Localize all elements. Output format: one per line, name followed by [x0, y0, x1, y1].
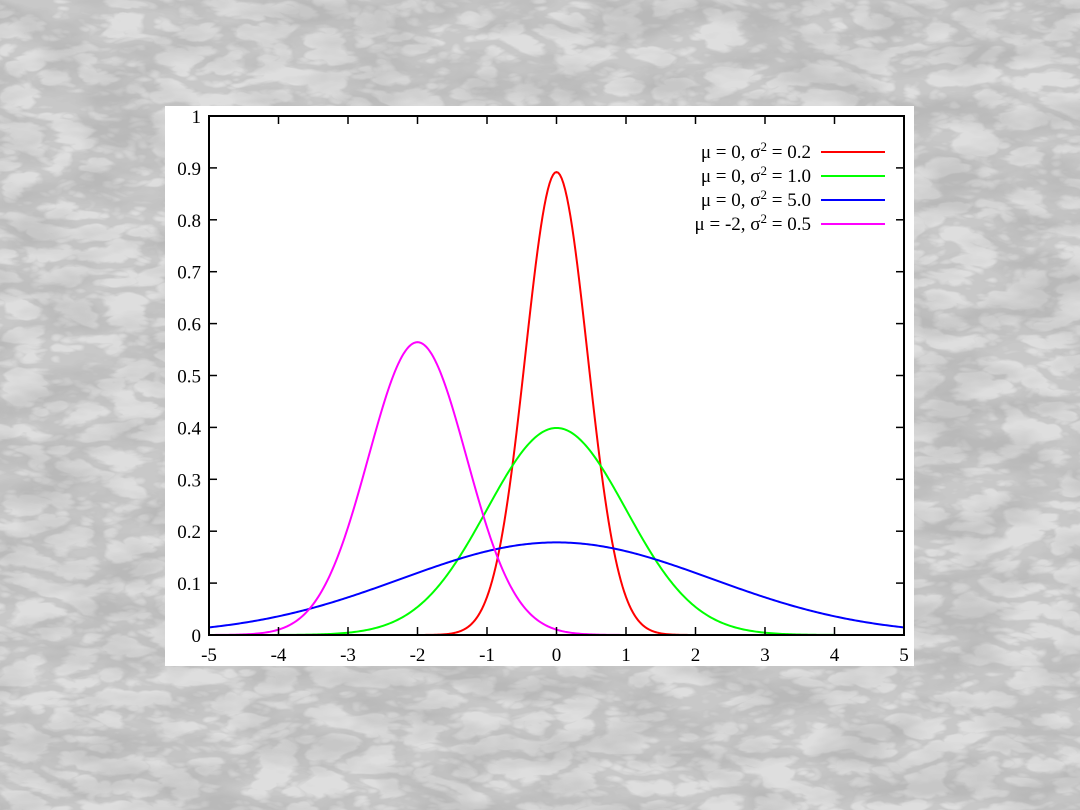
series-line-0 [209, 170, 904, 636]
series-layer [208, 170, 905, 636]
x-tick-label: 5 [899, 645, 909, 666]
legend-label-1: μ = 0, σ2 = 1.0 [701, 163, 811, 187]
ticks-layer: -5 -4 -3 -2 -1 0 1 2 3 4 5 0 0.1 0.2 0.3 0.4 0.5 0.6 0.7 0.… [177, 107, 909, 666]
x-tick-label: 1 [621, 645, 631, 666]
y-tick-label: 0.4 [177, 418, 201, 439]
y-tick-label: 0.5 [177, 367, 201, 388]
legend-label-2: μ = 0, σ2 = 5.0 [701, 187, 811, 211]
x-tick-label: 4 [830, 645, 840, 666]
x-tick-label: 3 [760, 645, 770, 666]
y-tick-label: 0.6 [177, 315, 201, 336]
y-tick-label: 0.3 [177, 470, 201, 491]
series-line-3 [209, 341, 904, 636]
x-tick-label: 2 [691, 645, 701, 666]
chart-panel: -5 -4 -3 -2 -1 0 1 2 3 4 5 0 0.1 0.2 0.3 0.4 0.5 0.6 0.7 0.… [165, 106, 914, 666]
y-tick-label: 0.1 [177, 574, 201, 595]
y-tick-label: 0 [192, 626, 202, 647]
y-tick-label: 0.7 [177, 263, 201, 284]
x-tick-label: -3 [340, 645, 356, 666]
x-tick-label: -1 [479, 645, 495, 666]
x-tick-label: -5 [201, 645, 217, 666]
legend: μ = 0, σ2 = 0.2μ = 0, σ2 = 1.0μ = 0, σ2 … [695, 139, 885, 235]
x-tick-label: -4 [271, 645, 287, 666]
legend-label-3: μ = -2, σ2 = 0.5 [695, 211, 811, 235]
y-tick-label: 0.2 [177, 522, 201, 543]
legend-label-0: μ = 0, σ2 = 0.2 [701, 139, 811, 163]
normal-distribution-chart: -5 -4 -3 -2 -1 0 1 2 3 4 5 0 0.1 0.2 0.3 0.4 0.5 0.6 0.7 0.… [177, 107, 909, 666]
x-tick-label: 0 [552, 645, 562, 666]
y-tick-label: 1 [192, 107, 202, 128]
y-tick-label: 0.9 [177, 159, 201, 180]
series-line-2 [208, 541, 905, 629]
y-tick-label: 0.8 [177, 211, 201, 232]
x-tick-label: -2 [410, 645, 426, 666]
